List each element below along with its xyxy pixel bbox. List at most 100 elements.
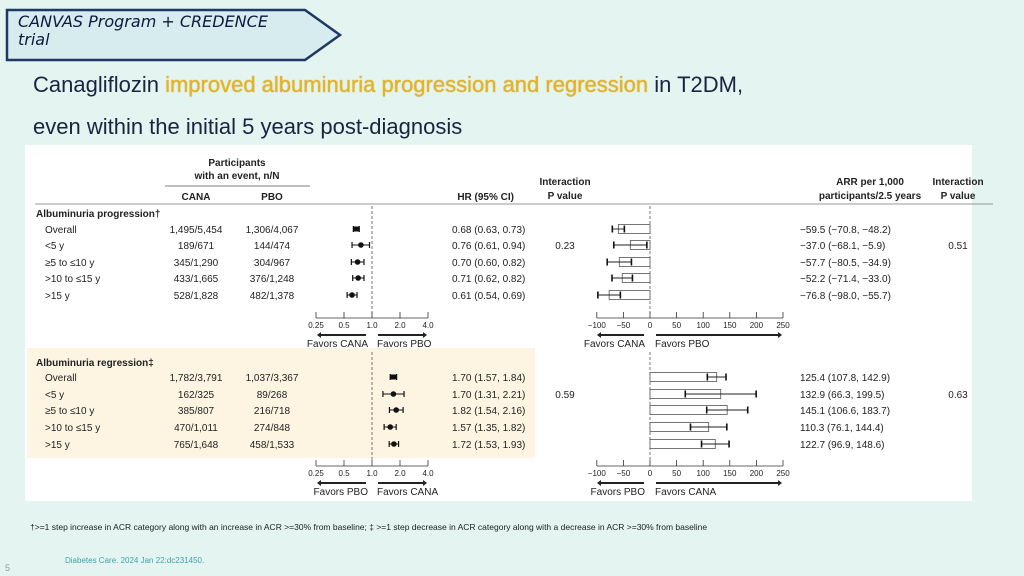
row-hr-text: 0.68 (0.63, 0.73)	[452, 225, 525, 236]
hr-point	[387, 424, 394, 430]
row-arr-text: 122.7 (96.9, 148.6)	[800, 440, 885, 451]
section-title: Albuminuria progression†	[36, 209, 160, 220]
arr-tick-label: −100	[588, 321, 607, 330]
row-hr-text: 1.70 (1.57, 1.84)	[452, 373, 525, 384]
row-arr-text: −59.5 (−70.8, −48.2)	[800, 225, 891, 236]
hr-point	[391, 441, 397, 447]
arr-tick-label: −50	[617, 469, 631, 478]
header-hr: HR (95% CI)	[457, 192, 514, 203]
page-number: 5	[5, 563, 11, 573]
header-participants: Participants	[208, 158, 266, 169]
row-label: ≥5 to ≤10 y	[45, 258, 94, 269]
row-cana-count: 1,495/5,454	[170, 225, 223, 236]
hr-point	[393, 407, 399, 413]
header-cana: CANA	[182, 192, 211, 203]
hr-tick-label: 4.0	[422, 321, 434, 330]
slide-title-line2: even within the initial 5 years post-dia…	[33, 114, 463, 139]
row-pbo-count: 458/1,533	[250, 440, 295, 451]
hr-tick-label: 4.0	[422, 469, 434, 478]
row-pbo-count: 89/268	[257, 390, 288, 401]
arr-tick-label: 100	[697, 321, 711, 330]
arr-tick-label: −50	[617, 321, 631, 330]
title-pre: Canagliflozin	[33, 72, 166, 97]
arr-tick-label: 250	[776, 321, 790, 330]
row-hr-text: 1.72 (1.53, 1.93)	[452, 440, 525, 451]
hr-favors-left-label: Favors PBO	[314, 487, 369, 498]
header-interaction-arr: Interaction	[932, 177, 983, 188]
row-label: <5 y	[45, 241, 64, 252]
row-arr-text: 145.1 (106.6, 183.7)	[800, 406, 890, 417]
row-cana-count: 765/1,648	[174, 440, 219, 451]
row-hr-text: 0.71 (0.62, 0.82)	[452, 274, 525, 285]
title-post: in T2DM,	[648, 72, 744, 97]
row-arr-text: −52.2 (−71.4, −33.0)	[800, 274, 891, 285]
arr-tick-label: 200	[750, 469, 764, 478]
row-label: <5 y	[45, 390, 64, 401]
row-pbo-count: 274/848	[254, 423, 291, 434]
row-pbo-count: 376/1,248	[250, 274, 295, 285]
hr-tick-label: 0.5	[338, 321, 350, 330]
row-cana-count: 1,782/3,791	[170, 373, 223, 384]
hr-point	[354, 259, 361, 265]
trial-tag-shape	[5, 8, 343, 62]
arr-favors-right-arrow-head	[778, 332, 782, 338]
hr-favors-left-arrow-head	[317, 332, 321, 338]
arr-tick-label: 150	[723, 469, 737, 478]
slide-title-line1: Canagliflozin improved albuminuria progr…	[33, 72, 743, 98]
hr-point	[349, 292, 355, 298]
hr-tick-label: 0.25	[308, 321, 324, 330]
interaction-p-arr: 0.51	[948, 241, 968, 252]
title-highlight: improved albuminuria progression and reg…	[165, 72, 649, 97]
row-arr-text: −57.7 (−80.5, −34.9)	[800, 258, 891, 269]
row-label: ≥5 to ≤10 y	[45, 406, 94, 417]
arr-favors-right-label: Favors CANA	[655, 487, 716, 498]
header-with-event: with an event, n/N	[193, 171, 279, 182]
row-arr-text: −76.8 (−98.0, −55.7)	[800, 291, 891, 302]
row-pbo-count: 1,037/3,367	[246, 373, 299, 384]
row-cana-count: 345/1,290	[174, 258, 219, 269]
arr-favors-left-arrow-head	[597, 480, 601, 486]
header-arr: ARR per 1,000	[836, 177, 904, 188]
hr-tick-label: 1.0	[366, 469, 378, 478]
arr-tick-label: 50	[672, 469, 681, 478]
arr-tick-label: 200	[750, 321, 764, 330]
arr-tick-label: 50	[672, 321, 681, 330]
row-arr-text: 110.3 (76.1, 144.4)	[800, 423, 884, 434]
row-cana-count: 433/1,665	[174, 274, 219, 285]
header-pvalue-arr: P value	[941, 191, 976, 202]
row-hr-text: 1.57 (1.35, 1.82)	[452, 423, 525, 434]
hr-tick-label: 2.0	[394, 469, 406, 478]
hr-favors-right-label: Favors CANA	[377, 487, 438, 498]
hr-point	[390, 391, 397, 397]
row-label: Overall	[45, 373, 77, 384]
row-cana-count: 470/1,011	[174, 423, 218, 434]
header-interaction-hr: Interaction	[539, 177, 590, 188]
row-cana-count: 189/671	[178, 241, 215, 252]
row-hr-text: 0.70 (0.60, 0.82)	[452, 258, 525, 269]
row-label: >10 to ≤15 y	[45, 423, 100, 434]
hr-tick-label: 2.0	[394, 321, 406, 330]
arr-tick-label: 0	[648, 321, 653, 330]
row-pbo-count: 144/474	[254, 241, 291, 252]
citation: Diabetes Care. 2024 Jan 22:dc231450.	[65, 556, 205, 565]
trial-tag-line2: trial	[18, 30, 50, 49]
hr-favors-right-arrow-head	[423, 480, 427, 486]
hr-favors-left-arrow-head	[317, 480, 321, 486]
interaction-p-hr: 0.59	[555, 390, 575, 401]
hr-point-square	[353, 226, 360, 232]
row-hr-text: 0.61 (0.54, 0.69)	[452, 291, 525, 302]
row-cana-count: 528/1,828	[174, 291, 219, 302]
arr-tick-label: 150	[723, 321, 737, 330]
hr-tick-label: 0.25	[308, 469, 324, 478]
header-arr-unit: participants/2.5 years	[819, 191, 922, 202]
arr-tick-label: −100	[588, 469, 607, 478]
hr-favors-right-arrow-head	[423, 332, 427, 338]
interaction-p-hr: 0.23	[555, 241, 575, 252]
row-arr-text: 132.9 (66.3, 199.5)	[800, 390, 885, 401]
row-hr-text: 1.82 (1.54, 2.16)	[452, 406, 525, 417]
trial-tag: CANVAS Program + CREDENCE trial	[18, 13, 318, 49]
hr-favors-left-label: Favors CANA	[307, 339, 368, 350]
row-pbo-count: 482/1,378	[250, 291, 295, 302]
hr-tick-label: 0.5	[338, 469, 350, 478]
